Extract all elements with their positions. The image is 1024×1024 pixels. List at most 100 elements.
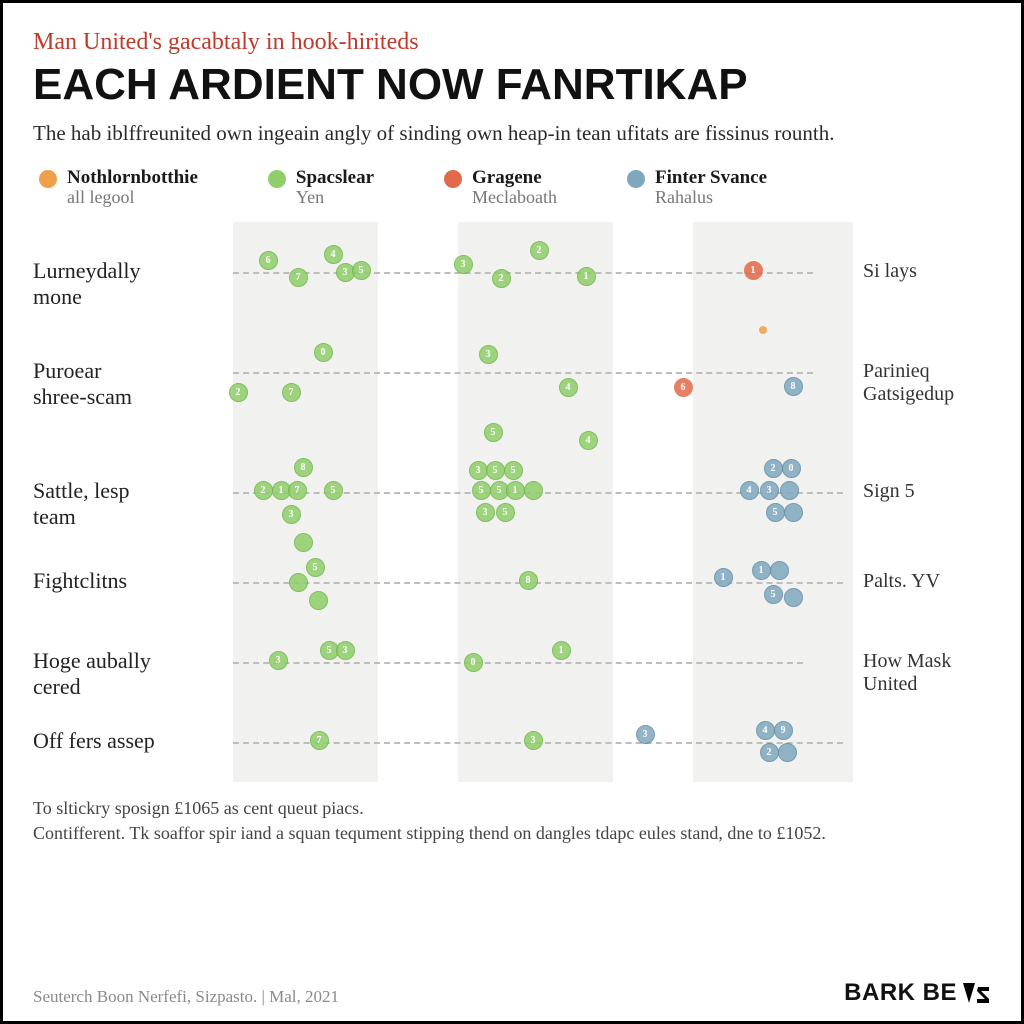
legend-title: Finter Svance	[655, 167, 767, 189]
note-line-1: To sltickry sposign £1065 as cent queut …	[33, 796, 953, 820]
data-point: 7	[289, 268, 308, 287]
legend-sub: Yen	[296, 187, 374, 208]
data-point: 4	[559, 378, 578, 397]
data-point: 3	[454, 255, 473, 274]
data-point: 5	[496, 503, 515, 522]
data-point: 5	[486, 461, 505, 480]
footer: Seuterch Boon Nerfefi, Sizpasto. | Mal, …	[33, 979, 991, 1007]
data-point: 2	[530, 241, 549, 260]
data-point	[778, 743, 797, 762]
row-guideline	[233, 272, 813, 274]
data-point: 1	[577, 267, 596, 286]
row-label-left: Off fers assep	[33, 728, 223, 753]
data-point: 3	[282, 505, 301, 524]
legend-item: Finter SvanceRahalus	[627, 167, 767, 208]
data-point: 4	[579, 431, 598, 450]
legend-sub: Meclaboath	[472, 187, 557, 208]
notes: To sltickry sposign £1065 as cent queut …	[33, 796, 953, 845]
brand-mark-icon	[961, 981, 991, 1005]
row-label-left: Fightclitns	[33, 568, 223, 593]
kicker: Man United's gacabtaly in hook-hiriteds	[33, 29, 991, 56]
data-point: 3	[269, 651, 288, 670]
row-label-right: How MaskUnited	[863, 650, 1013, 696]
data-point: 5	[472, 481, 491, 500]
data-point: 1	[744, 261, 763, 280]
legend-text: GrageneMeclaboath	[472, 167, 557, 208]
data-point: 5	[764, 585, 783, 604]
legend-text: Nothlornbotthieall legool	[67, 167, 198, 208]
data-point: 5	[306, 558, 325, 577]
lede: The hab iblffreunited own ingeain angly …	[33, 120, 933, 147]
row-label-right: Si lays	[863, 260, 1013, 283]
data-point: 6	[674, 378, 693, 397]
data-point: 6	[259, 251, 278, 270]
data-point: 2	[229, 383, 248, 402]
data-point: 9	[774, 721, 793, 740]
column-bg	[458, 222, 613, 782]
data-point: 5	[352, 261, 371, 280]
data-point: 8	[784, 377, 803, 396]
data-point: 2	[492, 269, 511, 288]
data-point: 1	[506, 481, 525, 500]
chart-area: LurneydallymoneSi laysPuroearshree-scamP…	[33, 222, 993, 782]
data-point: 2	[764, 459, 783, 478]
row-guideline	[233, 662, 803, 664]
data-point: 1	[714, 568, 733, 587]
data-point: 1	[752, 561, 771, 580]
row-label-left: Lurneydallymone	[33, 258, 223, 309]
data-point: 2	[760, 743, 779, 762]
data-point: 0	[314, 343, 333, 362]
legend: Nothlornbotthieall legool SpacslearYen Gra…	[33, 167, 991, 208]
row-label-right: ParinieqGatsigedup	[863, 360, 1013, 406]
row-guideline	[233, 372, 813, 374]
data-point: 4	[756, 721, 775, 740]
data-point: 4	[324, 245, 343, 264]
data-point	[289, 573, 308, 592]
data-point: 5	[324, 481, 343, 500]
legend-text: SpacslearYen	[296, 167, 374, 208]
column-bg	[233, 222, 378, 782]
row-guideline	[233, 582, 843, 584]
data-point: 2	[254, 481, 273, 500]
data-point	[780, 481, 799, 500]
data-point: 0	[782, 459, 801, 478]
row-label-left: Hoge auballycered	[33, 648, 223, 699]
legend-sub: Rahalus	[655, 187, 767, 208]
data-point	[784, 503, 803, 522]
legend-dot-icon	[627, 170, 645, 188]
data-point: 8	[519, 571, 538, 590]
data-point: 4	[740, 481, 759, 500]
legend-sub: all legool	[67, 187, 198, 208]
row-label-right: Palts. YV	[863, 570, 1013, 593]
data-point: 8	[294, 458, 313, 477]
data-point: 0	[464, 653, 483, 672]
legend-title: Nothlornbotthie	[67, 167, 198, 189]
data-point: 7	[282, 383, 301, 402]
brand: BARK BE	[844, 979, 991, 1007]
data-point: 5	[504, 461, 523, 480]
legend-item: SpacslearYen	[268, 167, 374, 208]
data-point: 3	[479, 345, 498, 364]
data-point: 3	[524, 731, 543, 750]
legend-dot-icon	[39, 170, 57, 188]
data-point: 7	[310, 731, 329, 750]
legend-dot-icon	[268, 170, 286, 188]
data-point	[770, 561, 789, 580]
brand-text: BARK BE	[844, 979, 957, 1007]
data-point: 5	[766, 503, 785, 522]
data-point: 3	[760, 481, 779, 500]
data-point	[309, 591, 328, 610]
data-point: 1	[552, 641, 571, 660]
data-point: 7	[288, 481, 307, 500]
legend-title: Spacslear	[296, 167, 374, 189]
note-line-2: Contifferent. Tk soaffor spir iand a squ…	[33, 821, 953, 845]
legend-title: Gragene	[472, 167, 557, 189]
data-point	[524, 481, 543, 500]
data-point: 5	[484, 423, 503, 442]
row-label-left: Puroearshree-scam	[33, 358, 223, 409]
source-line: Seuterch Boon Nerfefi, Sizpasto. | Mal, …	[33, 987, 339, 1007]
row-label-left: Sattle, lespteam	[33, 478, 223, 529]
legend-text: Finter SvanceRahalus	[655, 167, 767, 208]
legend-item: GrageneMeclaboath	[444, 167, 557, 208]
data-point: 3	[469, 461, 488, 480]
